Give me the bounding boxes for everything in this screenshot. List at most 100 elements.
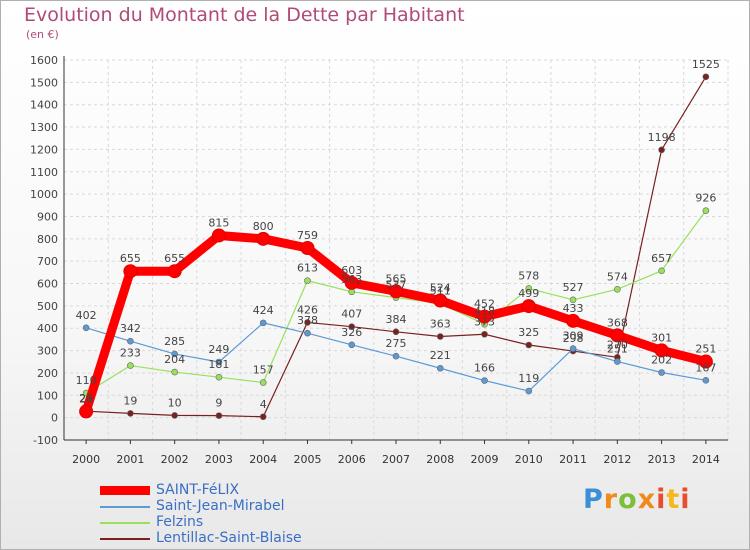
- data-label: 19: [123, 394, 137, 407]
- data-label: 563: [341, 273, 362, 286]
- logo-letter: i: [656, 484, 667, 515]
- data-point: [123, 264, 138, 279]
- x-tick-label: 2009: [471, 453, 499, 466]
- data-label: 1198: [648, 131, 676, 144]
- data-point: [389, 284, 403, 299]
- data-label: 368: [607, 316, 628, 329]
- logo-letter: t: [666, 484, 681, 515]
- data-point: [215, 373, 223, 381]
- legend-swatch-felzins: [100, 522, 150, 524]
- data-point: [702, 73, 710, 81]
- logo-letter: o: [618, 484, 638, 515]
- data-label: 342: [120, 322, 141, 335]
- data-label: 657: [651, 252, 672, 265]
- data-point: [348, 341, 356, 349]
- legend-label-saint-jean-mirabel: Saint-Jean-Mirabel: [156, 498, 285, 514]
- data-label: 298: [563, 332, 584, 345]
- data-point: [127, 410, 134, 417]
- y-tick-label: 1100: [30, 166, 58, 179]
- data-label: 402: [76, 309, 97, 322]
- data-point: [433, 293, 448, 308]
- legend-label-felzins: Felzins: [156, 514, 204, 530]
- data-point: [127, 337, 134, 345]
- data-point: [256, 231, 271, 246]
- x-tick-label: 2002: [161, 453, 189, 466]
- legend-label-saint-felix: SAINT-FéLIX: [156, 482, 240, 498]
- x-tick-label: 2007: [382, 453, 410, 466]
- data-label: 275: [386, 337, 407, 350]
- data-label: 578: [518, 269, 539, 282]
- x-tick-label: 2011: [559, 453, 587, 466]
- data-label: 110: [76, 374, 97, 387]
- data-point: [392, 328, 400, 336]
- data-point: [436, 333, 444, 340]
- data-label: 574: [607, 270, 628, 283]
- data-point: [566, 313, 581, 328]
- data-label: 309: [563, 330, 584, 343]
- data-label: 301: [651, 331, 672, 344]
- data-point: [698, 354, 713, 369]
- data-label: 424: [253, 304, 274, 317]
- data-label: 251: [607, 343, 628, 356]
- data-point: [569, 296, 577, 304]
- legend-swatch-saint-jean-mirabel: [100, 506, 150, 508]
- data-label: 10: [168, 396, 182, 409]
- data-label: 270: [607, 338, 628, 351]
- data-point: [348, 323, 356, 330]
- data-point: [300, 240, 315, 255]
- data-point: [127, 362, 134, 369]
- x-tick-label: 2012: [603, 453, 631, 466]
- data-label: 363: [430, 318, 451, 331]
- data-label: 249: [208, 343, 229, 356]
- data-label: 384: [386, 313, 407, 326]
- x-tick-label: 2010: [515, 453, 543, 466]
- data-label: 326: [341, 326, 362, 339]
- x-tick-label: 2000: [72, 453, 100, 466]
- data-label: 181: [208, 358, 229, 371]
- data-point: [259, 319, 267, 327]
- data-point: [171, 412, 178, 419]
- y-tick-label: 600: [37, 278, 58, 291]
- logo-letter: r: [603, 484, 619, 515]
- data-label: 285: [164, 335, 185, 348]
- data-point: [702, 377, 710, 384]
- x-tick-label: 2001: [116, 453, 144, 466]
- data-point: [702, 207, 710, 214]
- data-label: 655: [164, 252, 185, 265]
- y-tick-label: 1600: [30, 54, 58, 67]
- y-tick-label: 300: [37, 345, 58, 358]
- data-label: 28: [79, 392, 93, 405]
- y-tick-label: 500: [37, 300, 58, 313]
- data-label: 759: [297, 229, 318, 242]
- logo-letter: P: [583, 484, 604, 515]
- y-tick-label: 1200: [30, 143, 58, 156]
- y-tick-label: 800: [37, 233, 58, 246]
- data-point: [525, 285, 533, 292]
- data-label: 166: [474, 362, 495, 375]
- data-label: 527: [563, 281, 584, 294]
- data-point: [521, 299, 536, 314]
- x-tick-label: 2005: [293, 453, 321, 466]
- data-point: [167, 264, 182, 279]
- data-point: [215, 412, 223, 419]
- data-point: [525, 387, 533, 395]
- data-point: [171, 350, 178, 358]
- data-point: [614, 286, 621, 293]
- x-tick-label: 2003: [205, 453, 233, 466]
- data-point: [436, 364, 444, 372]
- y-tick-label: 1300: [30, 121, 58, 134]
- x-tick-label: 2008: [426, 453, 454, 466]
- data-label: 373: [474, 315, 495, 328]
- data-label: 157: [253, 364, 274, 377]
- y-tick-label: 100: [37, 389, 58, 402]
- data-point: [304, 329, 311, 337]
- y-tick-label: 1400: [30, 99, 58, 112]
- data-label: 499: [518, 287, 539, 300]
- data-point: [658, 146, 665, 154]
- data-point: [481, 377, 488, 384]
- y-tick-label: 1000: [30, 188, 58, 201]
- legend-swatch-saint-felix: [100, 486, 150, 495]
- data-point: [304, 319, 311, 326]
- data-label: 537: [386, 279, 407, 292]
